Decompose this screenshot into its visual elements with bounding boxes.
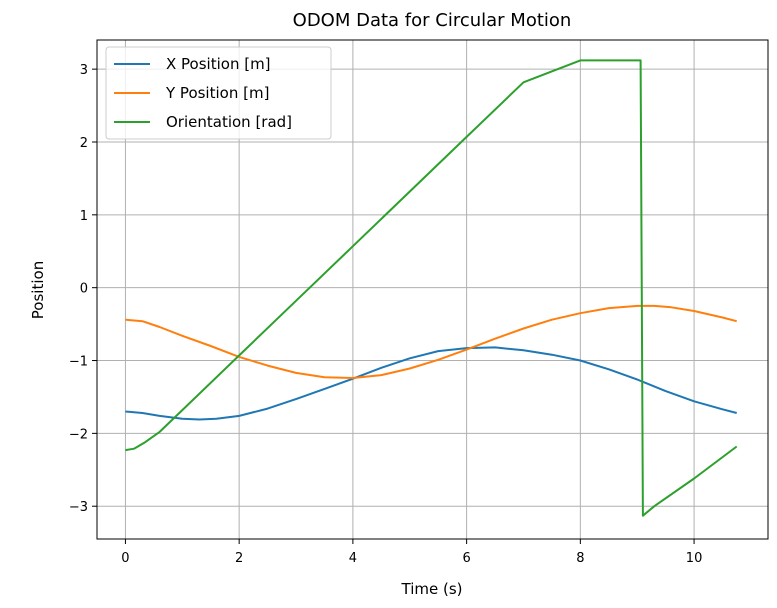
series-line-y-position-m	[125, 304, 737, 379]
series-line-orientation-rad	[125, 59, 738, 517]
chart-title: ODOM Data for Circular Motion	[293, 10, 572, 31]
y-axis-ticks: −3 −2 −1 0 1 2 3	[69, 63, 97, 515]
legend-box	[105, 46, 332, 140]
x-tick-label: 6	[462, 551, 470, 566]
series-line-x-position-m	[125, 346, 737, 421]
x-axis-label: Time (s)	[401, 580, 463, 598]
x-tick-label: 8	[576, 551, 584, 566]
y-tick-label: 2	[80, 136, 88, 151]
y-tick-label: −2	[69, 427, 88, 442]
y-tick-label: −1	[69, 355, 88, 370]
y-tick-label: 1	[80, 209, 88, 224]
y-tick-label: 0	[80, 282, 88, 297]
y-tick-label: −3	[69, 500, 88, 515]
legend-label-y-position-m: Y Position [m]	[165, 84, 269, 102]
x-axis-ticks: 0 2 4 6 8 10	[121, 539, 702, 566]
y-axis-label: Position	[29, 261, 47, 319]
plot-frame	[96, 39, 769, 540]
series-lines	[125, 59, 738, 517]
x-tick-label: 2	[235, 551, 243, 566]
legend: X Position [m] Y Position [m] Orientation …	[105, 46, 332, 140]
grid	[97, 40, 768, 539]
x-tick-label: 10	[686, 551, 703, 566]
legend-label-orientation-rad: Orientation [rad]	[166, 113, 292, 131]
y-tick-label: 3	[80, 63, 88, 78]
legend-label-x-position-m: X Position [m]	[166, 55, 271, 73]
x-tick-label: 4	[349, 551, 357, 566]
x-tick-label: 0	[121, 551, 129, 566]
